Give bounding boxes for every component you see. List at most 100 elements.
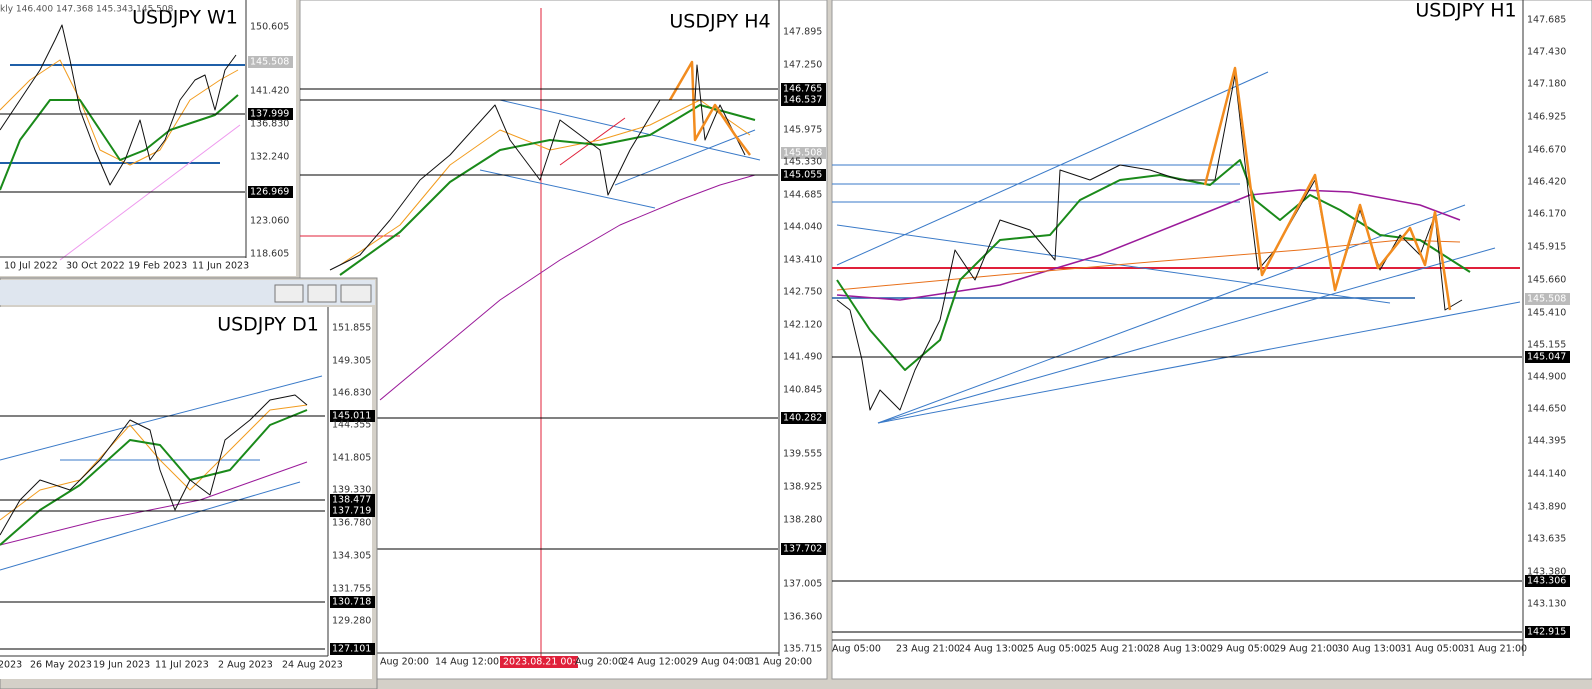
price-label: 143.410 — [783, 255, 822, 266]
time-label: 24 Aug 2023 — [282, 660, 343, 671]
price-label-box — [781, 94, 826, 106]
price-label-box — [330, 505, 375, 517]
price-label: 132.240 — [250, 152, 289, 163]
price-label: 137.702 — [783, 544, 822, 555]
price-label: 146.170 — [1527, 209, 1566, 220]
price-label: 136.780 — [332, 518, 371, 529]
price-label: 123.060 — [250, 216, 289, 227]
price-label: 144.900 — [1527, 372, 1566, 383]
price-label-box — [781, 169, 826, 181]
price-label: 139.330 — [332, 485, 371, 496]
price-label: 144.355 — [332, 420, 371, 431]
price-label: 138.925 — [783, 482, 822, 493]
price-label-box — [330, 410, 375, 422]
price-label: 151.855 — [332, 323, 371, 334]
trend-line — [499, 99, 761, 161]
price-label: 136.830 — [250, 119, 289, 130]
price-label: 146.765 — [783, 84, 822, 95]
time-label: 24 Aug 12:00 — [622, 657, 686, 668]
price-label: 129.280 — [332, 616, 371, 627]
price-label: 145.155 — [1527, 340, 1566, 351]
price-label-box — [781, 147, 826, 159]
moving-average — [0, 409, 308, 546]
trend-line — [877, 247, 1496, 424]
time-label: Aug 20:00 — [575, 657, 624, 668]
price-label: 137.719 — [332, 506, 371, 517]
price-label-box — [1525, 575, 1570, 587]
price-label: 150.605 — [250, 22, 289, 33]
trend-line — [614, 129, 756, 186]
price-label: 138.280 — [783, 515, 822, 526]
chart-title: USDJPY D1 — [217, 314, 319, 336]
time-label: 2023.08.21 00:00 — [503, 657, 588, 668]
price-label: 147.430 — [1527, 47, 1566, 58]
price-label: 146.670 — [1527, 145, 1566, 156]
moving-average — [0, 404, 308, 521]
chart-area — [831, 0, 1592, 680]
price-label: 139.555 — [783, 449, 822, 460]
zigzag — [1203, 66, 1452, 311]
time-label: 31 Aug 21:00 — [1463, 644, 1527, 655]
price-label-box — [330, 596, 375, 608]
price-label: 144.395 — [1527, 436, 1566, 447]
time-label: 29 Aug 21:00 — [1274, 644, 1338, 655]
price-label: 146.420 — [1527, 177, 1566, 188]
price-label-box — [330, 494, 375, 506]
moving-average — [836, 189, 1461, 301]
price-label: 130.718 — [332, 597, 371, 608]
price-label: 141.805 — [332, 453, 371, 464]
close-button[interactable] — [340, 284, 372, 303]
time-label: 30 Aug 13:00 — [1337, 644, 1401, 655]
price-label: 142.120 — [783, 320, 822, 331]
chart-area — [0, 0, 296, 276]
price-label: 145.047 — [1527, 352, 1566, 363]
zigzag — [668, 60, 751, 156]
moving-average — [379, 174, 756, 401]
price-trace — [0, 394, 308, 536]
chart-area — [299, 0, 828, 680]
minimize-button[interactable] — [274, 284, 304, 303]
price-label: 141.420 — [250, 86, 289, 97]
restore-button[interactable] — [307, 284, 337, 303]
price-label: 146.537 — [783, 95, 822, 106]
chart-window-h1: 147.685 147.430 147.180 146.925 146.670 146.4… — [831, 0, 1592, 680]
price-trace — [329, 64, 746, 271]
moving-average — [836, 159, 1471, 371]
time-label: 28 Aug 13:00 — [1148, 644, 1212, 655]
time-label: 19 Jun 2023 — [93, 660, 150, 671]
trend-line — [479, 169, 656, 209]
time-label: 10 Jul 2022 — [4, 261, 58, 272]
price-label-box — [1525, 626, 1570, 638]
time-label: 2023 — [0, 660, 22, 671]
trend-line — [0, 481, 301, 571]
price-label: 126.969 — [250, 187, 289, 198]
time-label: 2 Aug 2023 — [218, 660, 273, 671]
trend-line — [877, 301, 1521, 424]
time-label: 30 Oct 2022 — [66, 261, 125, 272]
price-label: 145.508 — [783, 148, 822, 159]
time-label: 29 Aug 04:00 — [686, 657, 750, 668]
chart-title: USDJPY H1 — [1415, 0, 1516, 22]
price-label-box — [781, 412, 826, 424]
price-label-box — [1525, 351, 1570, 363]
trend-line — [836, 224, 1391, 304]
price-label: 140.282 — [783, 413, 822, 424]
price-label-box — [781, 543, 826, 555]
trend-line — [836, 71, 1269, 266]
time-label: 14 Aug 12:00 — [435, 657, 499, 668]
price-label: 144.650 — [1527, 404, 1566, 415]
moving-average — [0, 94, 239, 191]
time-label: Aug 05:00 — [832, 644, 881, 655]
price-label: 143.635 — [1527, 534, 1566, 545]
time-label: 24 Aug 13:00 — [959, 644, 1023, 655]
time-label: 26 May 2023 — [30, 660, 92, 671]
trend-line — [877, 204, 1466, 424]
price-label-box — [248, 56, 293, 68]
moving-average — [0, 59, 239, 166]
price-label: 134.305 — [332, 551, 371, 562]
price-label: 143.380 — [1527, 567, 1566, 578]
price-label: 145.915 — [1527, 242, 1566, 253]
